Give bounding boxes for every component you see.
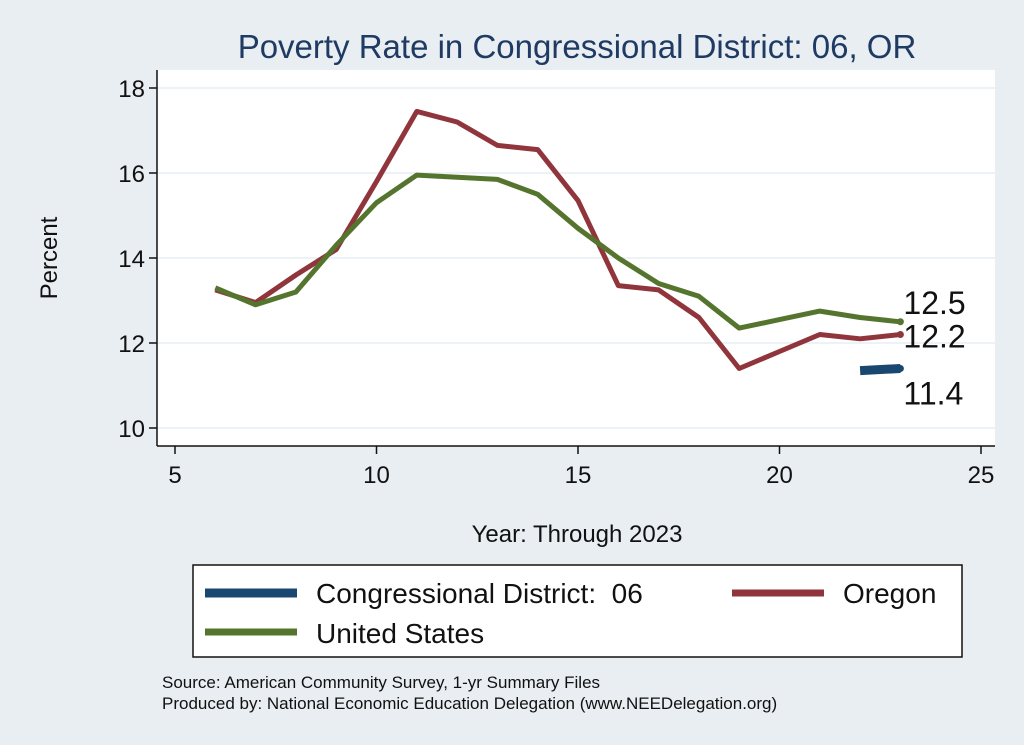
legend-box <box>192 564 963 658</box>
y-tick-label: 10 <box>118 416 145 443</box>
producer-note: Produced by: National Economic Education… <box>162 694 777 713</box>
x-tick-label: 25 <box>968 462 995 489</box>
end-value-label: 12.2 <box>903 319 965 355</box>
y-tick-label: 18 <box>118 76 145 103</box>
chart-title: Poverty Rate in Congressional District: … <box>238 28 917 65</box>
grid <box>157 87 995 429</box>
series-layer <box>214 108 904 376</box>
series-line-district <box>859 364 901 376</box>
legend: Congressional District: 06 Oregon United… <box>192 564 963 658</box>
legend-label-oregon: Oregon <box>843 578 936 609</box>
x-tick-label: 5 <box>168 462 181 489</box>
source-note: Source: American Community Survey, 1-yr … <box>162 673 600 692</box>
series-end-marker <box>896 318 904 326</box>
y-tick-label: 12 <box>118 331 145 358</box>
end-value-label: 12.5 <box>903 285 965 321</box>
end-labels: 11.4 12.212.5 <box>903 285 965 412</box>
legend-label-district: Congressional District: 06 <box>316 578 643 609</box>
x-tick-label: 10 <box>363 462 390 489</box>
x-tick-label: 20 <box>766 462 793 489</box>
series-line-us <box>214 172 901 331</box>
axes: 10 12 14 16 18 5 10 15 20 25 <box>118 70 995 489</box>
x-axis-title: Year: Through 2023 <box>472 521 683 548</box>
legend-label-us: United States <box>316 618 484 649</box>
series-end-marker <box>896 331 904 338</box>
y-tick-label: 14 <box>118 246 145 273</box>
x-tick-label: 15 <box>565 462 592 489</box>
y-axis-title: Percent <box>36 216 63 299</box>
series-end-marker <box>896 365 904 372</box>
y-tick-label: 16 <box>118 161 145 188</box>
end-value-label: 11.4 <box>903 376 963 412</box>
